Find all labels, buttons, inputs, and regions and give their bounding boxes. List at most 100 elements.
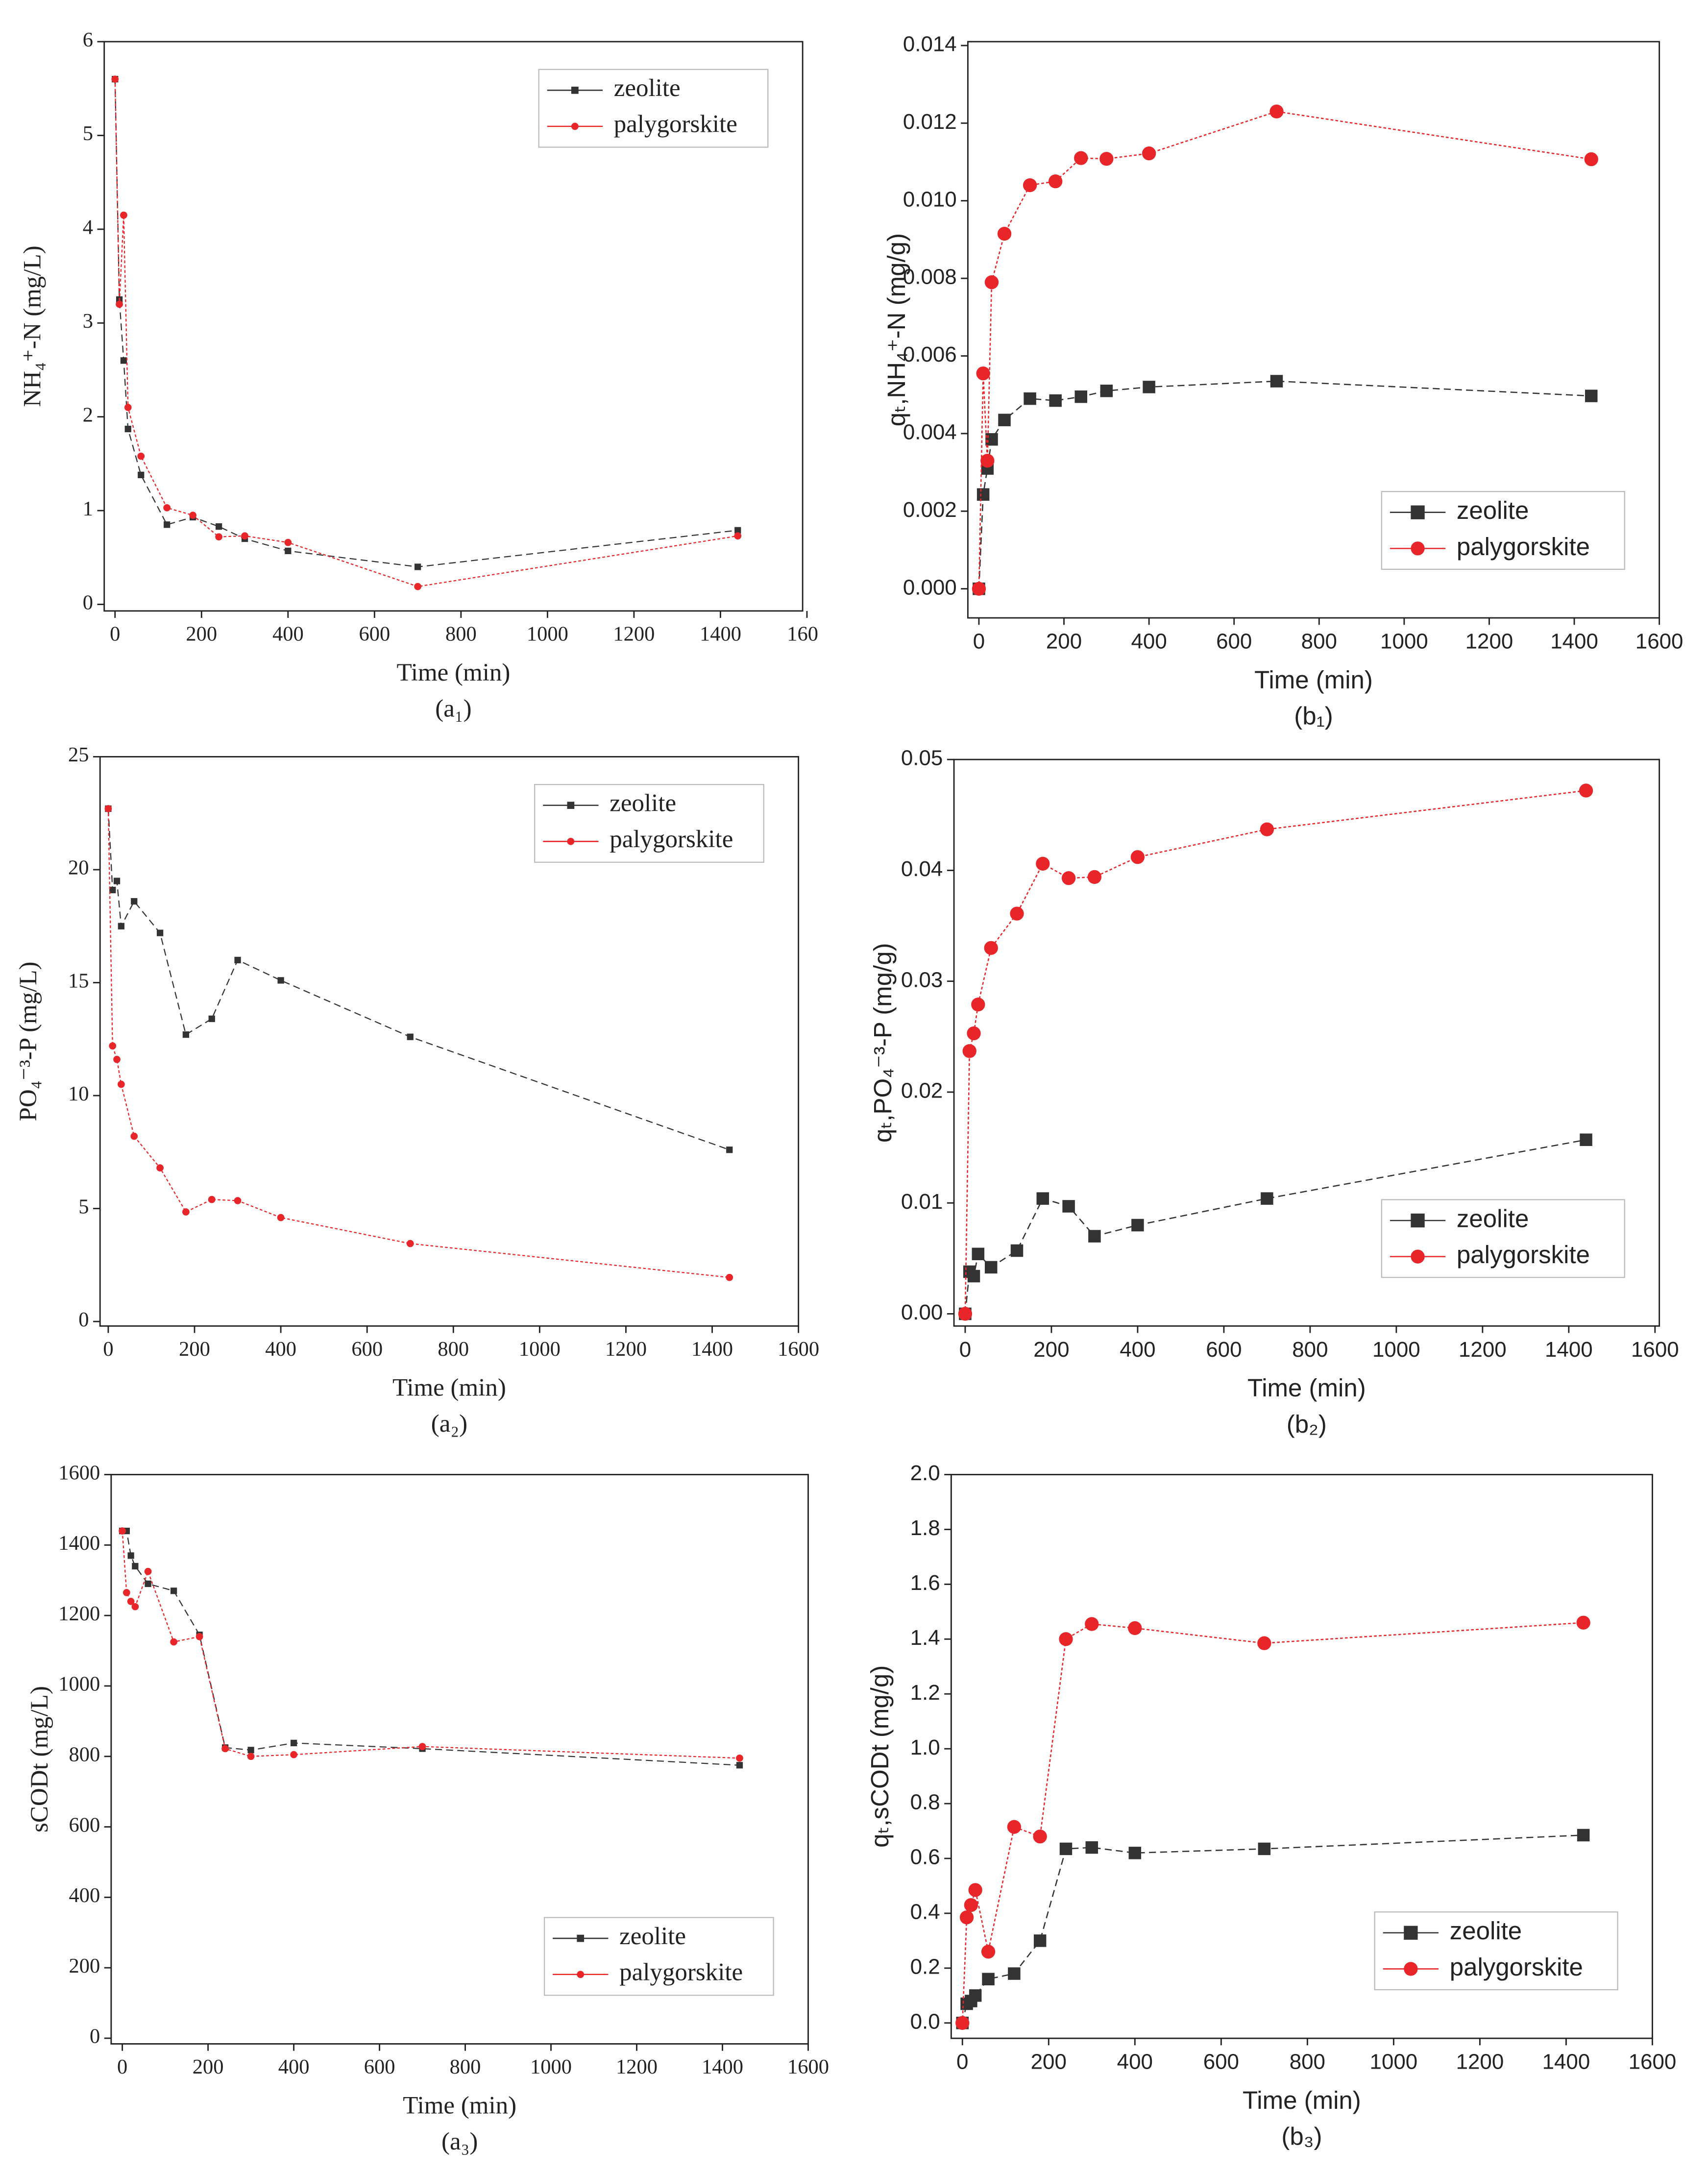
marker <box>156 1164 164 1172</box>
y-tick-label: 0.4 <box>910 1900 940 1924</box>
series-line <box>114 79 738 568</box>
series-line <box>961 1622 1584 2023</box>
y-tick-label: 1600 <box>58 1461 100 1484</box>
y-tick-label: 0 <box>90 2025 100 2048</box>
y-tick-label: 20 <box>68 856 89 879</box>
series-line <box>114 79 738 587</box>
y-tick-label: 0.006 <box>903 342 957 366</box>
marker <box>1024 392 1036 405</box>
legend-label: palygorskite <box>1457 533 1590 561</box>
marker <box>130 1132 138 1140</box>
marker <box>1269 104 1284 119</box>
plot-frame <box>103 41 804 612</box>
x-tick-label: 1400 <box>702 2055 743 2078</box>
marker <box>1008 1967 1021 1980</box>
marker <box>985 433 998 446</box>
marker <box>113 878 121 884</box>
chart: 0 1 2 3 4 5 6 0 200 400 600 800 1000 1200 1400 160 Time … <box>19 28 818 723</box>
marker <box>104 805 112 812</box>
caption: (b₃) <box>1281 2123 1322 2150</box>
marker <box>1258 1842 1271 1856</box>
x-tick-label: 1000 <box>519 1338 561 1361</box>
marker <box>131 898 138 905</box>
x-tick-label: 400 <box>1131 630 1167 654</box>
caption: (b₁) <box>1294 702 1333 730</box>
marker <box>959 1910 974 1925</box>
x-axis-label: Time (min) <box>392 1374 506 1401</box>
marker <box>1010 1244 1024 1257</box>
y-tick-label: 1.2 <box>910 1681 940 1705</box>
y-tick-label: 1.4 <box>910 1626 940 1650</box>
x-tick-label: 1200 <box>1459 1338 1507 1362</box>
y-tick-label: 1.8 <box>910 1516 940 1540</box>
legend-label: palygorskite <box>619 1958 743 1986</box>
y-tick-label: 0.010 <box>903 187 957 211</box>
marker <box>1143 381 1155 393</box>
marker <box>208 1196 216 1203</box>
marker <box>1128 1621 1142 1636</box>
y-tick-label: 1.0 <box>910 1735 940 1759</box>
x-tick-label: 200 <box>186 623 217 646</box>
x-tick-label: 600 <box>359 623 390 646</box>
legend-marker <box>571 86 579 94</box>
marker <box>1130 850 1145 864</box>
x-tick-label: 1400 <box>1550 630 1598 654</box>
legend-label: zeolite <box>1457 1204 1529 1232</box>
x-axis-label: Time (min) <box>1254 666 1373 694</box>
x-tick-label: 1000 <box>1372 1338 1420 1362</box>
marker <box>981 1945 996 1959</box>
y-tick-label: 15 <box>68 969 89 992</box>
y-tick-label: 0.01 <box>901 1190 943 1214</box>
marker <box>1007 1820 1022 1834</box>
marker <box>123 1589 130 1596</box>
marker <box>1099 152 1114 166</box>
x-tick-label: 600 <box>364 2055 395 2078</box>
marker <box>109 886 116 894</box>
marker <box>1074 151 1088 165</box>
y-tick-label: 0.2 <box>910 1954 940 1978</box>
marker <box>1033 1934 1047 1947</box>
x-tick-label: 160 <box>787 623 818 646</box>
x-tick-label: 1600 <box>778 1338 819 1361</box>
x-tick-label: 1600 <box>1635 630 1684 654</box>
marker <box>418 1743 426 1750</box>
marker <box>998 414 1011 426</box>
y-tick-label: 0.02 <box>901 1079 943 1103</box>
marker <box>1033 1830 1047 1844</box>
marker <box>163 504 171 512</box>
marker <box>277 1214 285 1221</box>
marker <box>208 1015 215 1022</box>
y-tick-label: 800 <box>69 1743 100 1766</box>
marker <box>967 1270 980 1283</box>
y-tick-label: 0 <box>78 1308 89 1331</box>
marker <box>137 452 145 460</box>
x-tick-label: 1000 <box>1380 630 1428 654</box>
x-tick-label: 1200 <box>605 1338 647 1361</box>
marker <box>290 1739 297 1747</box>
marker <box>189 512 197 519</box>
x-tick-label: 400 <box>1117 2050 1153 2074</box>
marker <box>118 923 124 929</box>
chart: 0.000 0.002 0.004 0.006 0.008 0.010 0.012 0.014… <box>882 32 1683 730</box>
y-tick-label: 6 <box>83 28 93 51</box>
x-tick-label: 800 <box>1292 1338 1328 1362</box>
marker <box>1010 906 1024 921</box>
marker <box>195 1633 203 1640</box>
x-tick-label: 200 <box>179 1338 210 1361</box>
x-tick-label: 1200 <box>1456 2050 1504 2074</box>
x-tick-label: 0 <box>103 1338 113 1361</box>
legend-label: palygorskite <box>1457 1241 1590 1269</box>
marker <box>984 1261 998 1274</box>
y-tick-label: 2 <box>83 403 93 426</box>
legend-marker <box>567 837 575 845</box>
y-tick-label: 1000 <box>58 1673 100 1696</box>
x-tick-label: 600 <box>351 1338 383 1361</box>
x-tick-label: 800 <box>1290 2050 1325 2074</box>
x-tick-label: 1400 <box>691 1338 733 1361</box>
plot-frame <box>967 41 1660 619</box>
marker <box>215 523 222 530</box>
x-axis-label: Time (min) <box>403 2092 516 2120</box>
marker <box>221 1745 229 1753</box>
